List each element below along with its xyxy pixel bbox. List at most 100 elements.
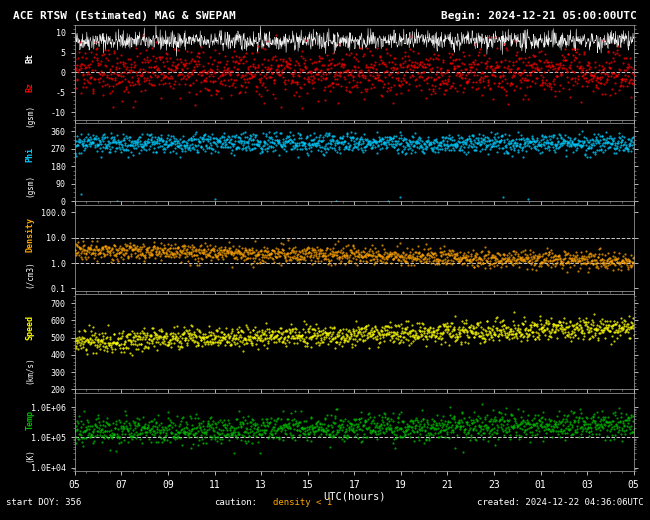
Point [207,66,218,74]
Point [87,85,98,94]
Point [437,77,447,86]
Point [315,133,325,141]
Point [477,91,488,99]
Point [182,339,192,347]
Point [444,48,454,57]
Point [413,418,423,426]
Point [278,246,288,254]
Point [532,411,543,420]
Point [523,411,534,419]
Point [341,144,352,152]
Point [296,138,306,146]
Point [489,424,499,433]
Point [199,245,209,254]
Point [402,420,412,428]
Point [500,75,510,83]
Point [493,408,504,416]
Point [144,425,154,434]
Point [330,240,340,249]
Point [218,421,229,429]
Point [621,327,631,335]
Point [480,242,490,251]
Point [424,60,434,69]
Point [284,60,294,68]
Point [446,318,456,327]
Point [478,331,489,340]
Point [148,339,158,347]
Point [551,260,562,268]
Point [123,330,133,339]
Point [121,65,131,73]
Point [591,425,601,434]
Point [573,256,584,265]
Point [530,411,541,419]
Point [255,136,266,145]
Point [246,132,256,140]
Point [544,61,554,70]
Point [105,335,115,343]
Point [205,141,216,149]
Point [228,331,239,339]
Point [103,140,113,148]
Point [495,72,505,80]
Point [597,320,608,329]
Point [318,424,328,433]
Point [216,133,227,141]
Point [276,423,286,431]
Point [133,141,143,150]
Point [380,322,391,330]
Point [322,244,332,252]
Point [385,336,395,344]
Point [614,425,624,434]
Point [222,143,233,151]
Point [285,254,296,263]
Point [105,249,115,257]
Point [228,427,239,436]
Point [608,136,618,145]
Point [317,326,328,334]
Point [94,330,105,339]
Point [198,62,208,70]
Point [601,75,612,83]
Point [414,255,424,263]
Point [566,141,576,149]
Point [164,140,174,149]
Point [547,325,557,333]
Point [344,423,354,432]
Point [469,146,479,154]
Point [210,242,220,250]
Point [536,258,547,266]
Point [369,428,380,436]
Point [389,328,399,336]
Point [310,256,320,265]
Point [284,136,294,145]
Point [315,67,326,75]
Point [562,323,573,331]
Point [277,338,287,346]
Point [129,243,140,252]
Point [288,420,298,428]
Point [560,428,571,437]
Point [612,49,623,57]
Point [180,147,190,155]
Point [176,334,187,342]
Point [325,249,335,257]
Point [246,69,256,77]
Point [482,141,493,150]
Point [439,248,449,256]
Point [90,135,101,143]
Point [517,144,527,152]
Point [393,134,404,142]
Point [283,422,294,431]
Point [529,261,539,269]
Point [406,254,417,262]
Point [350,139,361,147]
Point [447,141,457,150]
Point [602,425,612,434]
Point [431,137,441,145]
Point [235,418,246,426]
Point [130,244,140,253]
Point [500,254,510,263]
Point [214,244,224,253]
Point [291,339,302,347]
